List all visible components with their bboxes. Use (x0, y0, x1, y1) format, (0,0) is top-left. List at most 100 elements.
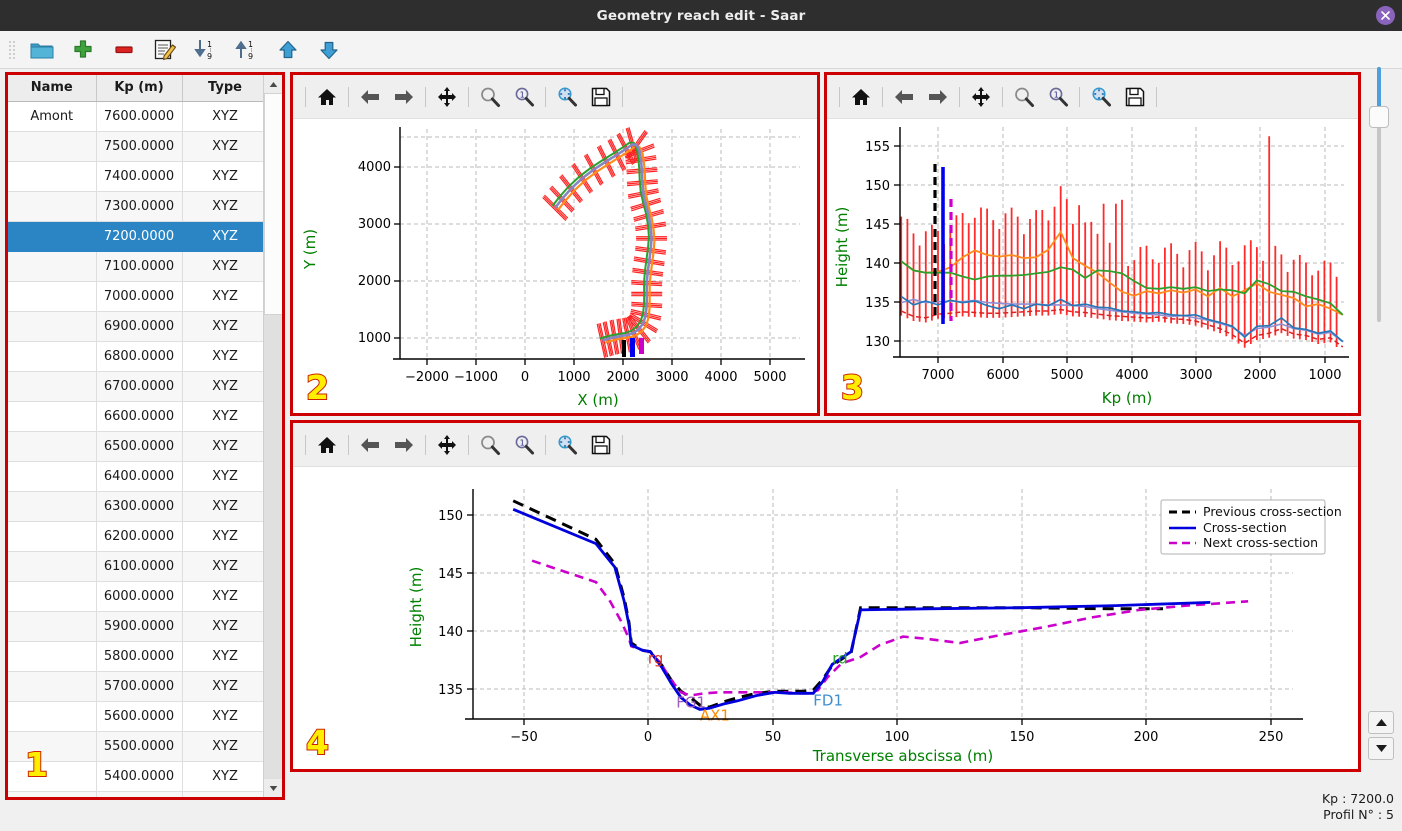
cell-name[interactable] (8, 791, 97, 797)
cell-name[interactable] (8, 491, 97, 522)
cell-kp[interactable]: 6900.0000 (96, 311, 183, 342)
planform-plot-canvas[interactable]: 4000 3000 2000 1000 −2000 −1000 0 1000 2000 3… (293, 119, 817, 413)
cell-kp[interactable]: 6200.0000 (96, 521, 183, 552)
zoom-icon[interactable] (1007, 80, 1041, 114)
cell-name[interactable] (8, 461, 97, 492)
cell-name[interactable] (8, 701, 97, 732)
cell-kp[interactable]: 5500.0000 (96, 731, 183, 762)
pan-icon[interactable] (430, 80, 464, 114)
cell-type[interactable]: XYZ (182, 671, 263, 702)
zoom-extent-icon[interactable] (550, 80, 584, 114)
cell-kp[interactable]: 5300.0000 (96, 791, 183, 797)
cell-kp[interactable]: 7300.0000 (96, 191, 183, 222)
cell-kp[interactable]: 7000.0000 (96, 281, 183, 312)
move-down-icon[interactable] (314, 35, 344, 65)
cell-type[interactable]: XYZ (182, 581, 263, 612)
cell-kp[interactable]: 7200.0000 (96, 221, 183, 252)
scrollbar-thumb[interactable] (264, 93, 282, 315)
cell-name[interactable] (8, 611, 97, 642)
zoom-extent-icon[interactable] (550, 428, 584, 462)
zoom-icon[interactable] (473, 80, 507, 114)
back-arrow-icon[interactable] (887, 80, 921, 114)
zoom-icon[interactable] (473, 428, 507, 462)
table-row[interactable]: 6600.0000 XYZ (8, 401, 263, 432)
cell-kp[interactable]: 5700.0000 (96, 671, 183, 702)
cross-section-plot-canvas[interactable]: rg FG1 AX1 FD1 rd Previous cross-section Cro… (293, 467, 1358, 769)
table-row[interactable]: Amont 7600.0000 XYZ (8, 101, 263, 132)
profile-slider-handle[interactable] (1369, 106, 1389, 128)
cell-kp[interactable]: 5400.0000 (96, 761, 183, 792)
table-row[interactable]: 7500.0000 XYZ (8, 131, 263, 162)
save-icon[interactable] (584, 80, 618, 114)
cell-name[interactable] (8, 581, 97, 612)
cell-kp[interactable]: 6700.0000 (96, 371, 183, 402)
cell-kp[interactable]: 6400.0000 (96, 461, 183, 492)
cell-name[interactable] (8, 221, 97, 252)
zoom-one-icon[interactable]: 1 (507, 428, 541, 462)
open-folder-icon[interactable] (27, 35, 57, 65)
table-row[interactable]: 7200.0000 XYZ (8, 221, 263, 252)
cell-type[interactable]: XYZ (182, 161, 263, 192)
save-icon[interactable] (584, 428, 618, 462)
longitudinal-plot-canvas[interactable]: 155 150 145 140 135 130 7000 6000 5000 4000 3… (827, 119, 1358, 413)
cell-name[interactable] (8, 641, 97, 672)
cell-type[interactable]: XYZ (182, 491, 263, 522)
cell-name[interactable] (8, 731, 97, 762)
cell-name[interactable] (8, 401, 97, 432)
table-row[interactable]: 5700.0000 XYZ (8, 671, 263, 702)
table-scroll-area[interactable]: Name Kp (m) Type Amont 7600.0000 XYZ 7500.0… (8, 75, 263, 797)
add-icon[interactable] (68, 35, 98, 65)
move-up-icon[interactable] (273, 35, 303, 65)
scroll-up-arrow-icon[interactable] (264, 75, 282, 93)
close-icon[interactable] (1376, 6, 1395, 25)
table-row[interactable]: 6800.0000 XYZ (8, 341, 263, 372)
column-header-type[interactable]: Type (182, 75, 263, 102)
cell-name[interactable] (8, 311, 97, 342)
cell-type[interactable]: XYZ (182, 791, 263, 797)
forward-arrow-icon[interactable] (387, 80, 421, 114)
table-row[interactable]: 6000.0000 XYZ (8, 581, 263, 612)
cell-type[interactable]: XYZ (182, 251, 263, 282)
column-header-kp[interactable]: Kp (m) (96, 75, 183, 102)
cell-name[interactable] (8, 131, 97, 162)
back-arrow-icon[interactable] (353, 80, 387, 114)
table-row[interactable]: 5400.0000 XYZ (8, 761, 263, 792)
cell-type[interactable]: XYZ (182, 311, 263, 342)
home-icon[interactable] (844, 80, 878, 114)
cell-type[interactable]: XYZ (182, 281, 263, 312)
cell-name[interactable] (8, 371, 97, 402)
cell-name[interactable] (8, 341, 97, 372)
pan-icon[interactable] (430, 428, 464, 462)
home-icon[interactable] (310, 80, 344, 114)
cell-kp[interactable]: 5800.0000 (96, 641, 183, 672)
cell-type[interactable]: XYZ (182, 701, 263, 732)
cell-kp[interactable]: 5600.0000 (96, 701, 183, 732)
edit-icon[interactable] (150, 35, 180, 65)
cell-type[interactable]: XYZ (182, 551, 263, 582)
cell-name[interactable] (8, 161, 97, 192)
cell-kp[interactable]: 7400.0000 (96, 161, 183, 192)
forward-arrow-icon[interactable] (921, 80, 955, 114)
cell-type[interactable]: XYZ (182, 221, 263, 252)
cell-type[interactable]: XYZ (182, 641, 263, 672)
table-row[interactable]: 6900.0000 XYZ (8, 311, 263, 342)
cell-kp[interactable]: 6000.0000 (96, 581, 183, 612)
cell-type[interactable]: XYZ (182, 371, 263, 402)
sort-descending-icon[interactable]: 1 ⋮ 9 (191, 35, 221, 65)
forward-arrow-icon[interactable] (387, 428, 421, 462)
cell-kp[interactable]: 6100.0000 (96, 551, 183, 582)
column-header-name[interactable]: Name (8, 75, 97, 102)
spin-up-button[interactable] (1368, 711, 1394, 734)
sort-ascending-icon[interactable]: 1 ⋮ 9 (232, 35, 262, 65)
cell-kp[interactable]: 7100.0000 (96, 251, 183, 282)
table-vertical-scrollbar[interactable] (263, 75, 282, 797)
cell-type[interactable]: XYZ (182, 521, 263, 552)
table-row[interactable]: 7300.0000 XYZ (8, 191, 263, 222)
cell-type[interactable]: XYZ (182, 731, 263, 762)
save-icon[interactable] (1118, 80, 1152, 114)
cell-kp[interactable]: 6500.0000 (96, 431, 183, 462)
cell-name[interactable] (8, 521, 97, 552)
table-row[interactable]: 7100.0000 XYZ (8, 251, 263, 282)
cell-name[interactable]: Amont (8, 101, 97, 132)
